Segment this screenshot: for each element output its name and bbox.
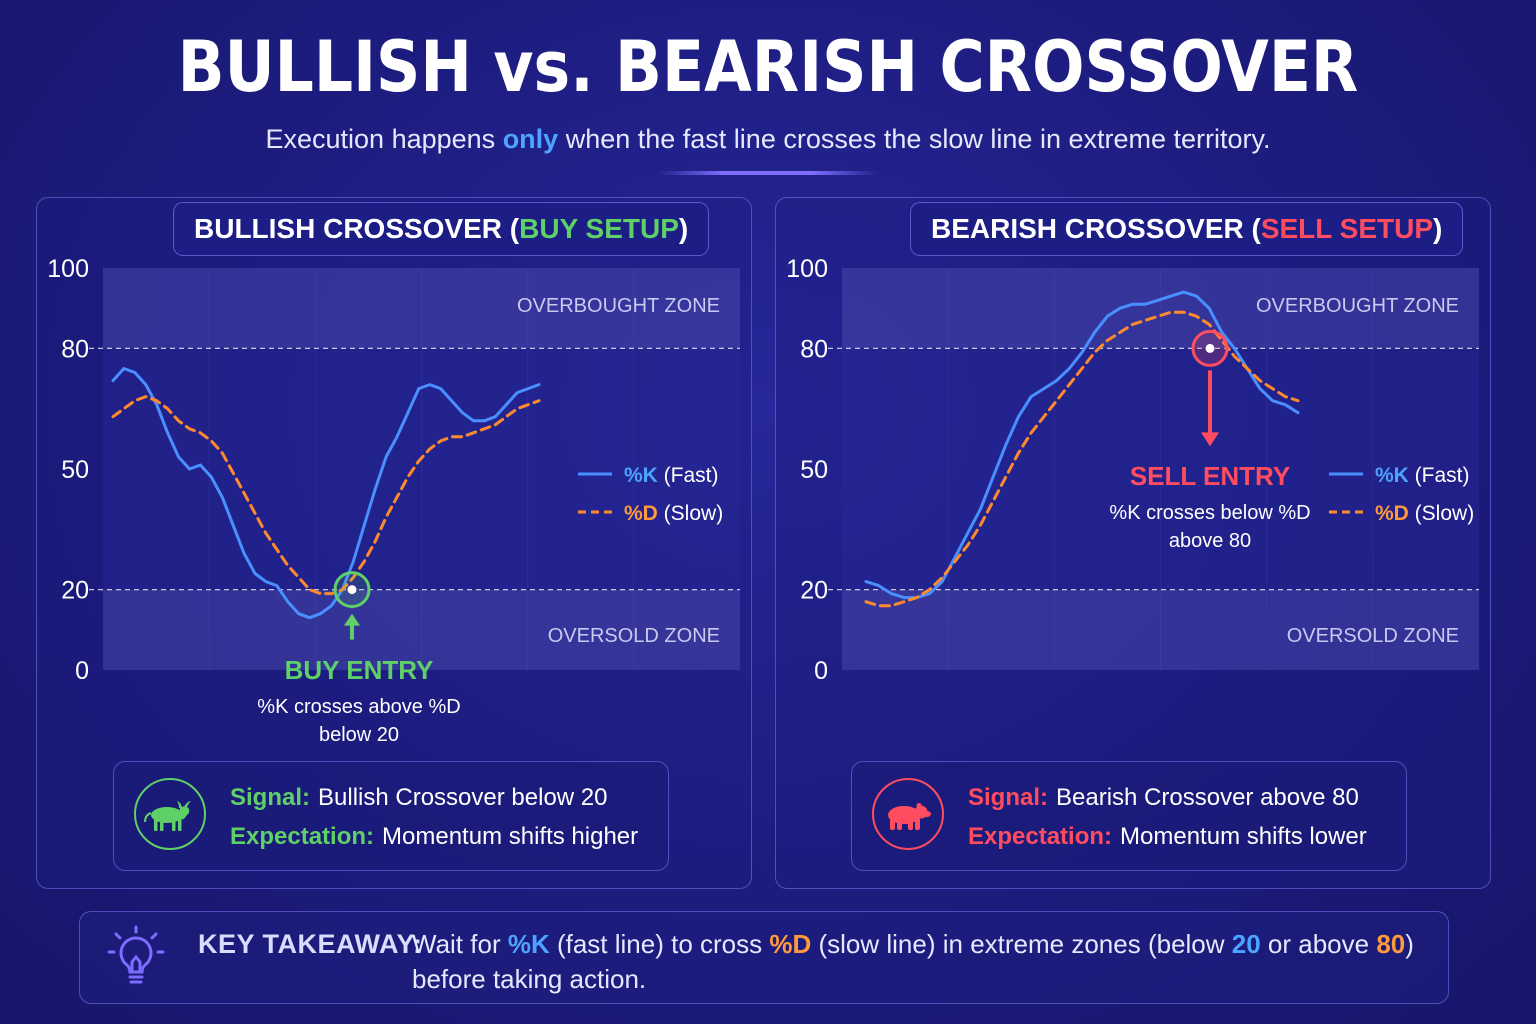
y-tick-label: 20 bbox=[61, 577, 89, 605]
takeaway-text-2: (fast line) to cross bbox=[549, 929, 770, 959]
subtitle-text-pre: Execution happens bbox=[265, 124, 503, 154]
takeaway-text: Wait for %K (fast line) to cross %D (slo… bbox=[412, 927, 1422, 997]
takeaway-80: 80 bbox=[1376, 929, 1406, 959]
entry-description-line-2: below 20 bbox=[319, 724, 399, 746]
entry-arrow-head bbox=[344, 613, 360, 626]
y-tick-label: 50 bbox=[800, 456, 828, 484]
entry-arrow-head bbox=[1201, 432, 1219, 447]
signal-value: Bullish Crossover below 20 bbox=[318, 784, 608, 811]
bearish-chart: 100 80 50 20 0 OVERBOUGHT ZONE OVERSOLD ZONE %K… bbox=[786, 255, 1479, 685]
buy-setup-label: BUY SETUP bbox=[519, 213, 679, 244]
takeaway-label: KEY TAKEAWAY: bbox=[198, 929, 423, 959]
legend-label: %K (Fast) bbox=[624, 464, 719, 487]
bearish-panel: 100 80 50 20 0 OVERBOUGHT ZONE OVERSOLD ZONE %K… bbox=[775, 197, 1491, 889]
expectation-value: Momentum shifts higher bbox=[382, 823, 639, 850]
expectation-key: Expectation: bbox=[968, 823, 1113, 850]
y-tick-label: 80 bbox=[61, 335, 89, 363]
overbought-zone-label: OVERBOUGHT ZONE bbox=[517, 295, 720, 317]
crossover-point bbox=[347, 585, 357, 595]
bullish-panel-title: BULLISH CROSSOVER (BUY SETUP) bbox=[173, 202, 710, 256]
oversold-zone bbox=[842, 589, 1479, 670]
takeaway-k: %K bbox=[507, 929, 550, 959]
entry-label: BUY ENTRY bbox=[285, 655, 434, 685]
y-tick-label: 50 bbox=[61, 456, 89, 484]
oversold-zone-label: OVERSOLD ZONE bbox=[1287, 625, 1459, 647]
crossover-point bbox=[1205, 343, 1215, 353]
legend-label: %D (Slow) bbox=[1375, 502, 1474, 525]
legend-label: %K (Fast) bbox=[1375, 464, 1470, 487]
bearish-expectation-row: Expectation: Momentum shifts lower bbox=[968, 823, 1367, 851]
legend-label: %D (Slow) bbox=[624, 502, 723, 525]
bearish-panel-title: BEARISH CROSSOVER (SELL SETUP) bbox=[910, 202, 1464, 256]
takeaway-text-1: Wait for bbox=[412, 929, 508, 959]
y-tick-label: 20 bbox=[800, 577, 828, 605]
bullish-chart: 100 80 50 20 0 OVERBOUGHT ZONE OVERSOLD ZONE %K… bbox=[47, 255, 740, 746]
bullish-title-text: BULLISH CROSSOVER ( bbox=[194, 213, 520, 244]
subtitle-text-post: when the fast line crosses the slow line… bbox=[558, 124, 1271, 154]
plot-area bbox=[103, 268, 740, 670]
overbought-zone-label: OVERBOUGHT ZONE bbox=[1256, 295, 1459, 317]
takeaway-text-5: ) before taking action. bbox=[412, 929, 1414, 994]
page-title: BULLISH vs. BEARISH CROSSOVER bbox=[177, 26, 1359, 108]
y-tick-label: 100 bbox=[786, 255, 828, 283]
bearish-title-text: BEARISH CROSSOVER ( bbox=[931, 213, 1261, 244]
bullish-info-box: Signal: Bullish Crossover below 20 Expect… bbox=[113, 761, 669, 871]
k-fast-series-line bbox=[111, 367, 541, 620]
takeaway-d: %D bbox=[769, 929, 812, 959]
oversold-zone bbox=[103, 589, 740, 670]
takeaway-text-3: (slow line) in extreme zones (below bbox=[811, 929, 1232, 959]
expectation-value: Momentum shifts lower bbox=[1120, 823, 1367, 850]
plot-area bbox=[842, 268, 1479, 670]
y-tick-label: 0 bbox=[75, 657, 89, 685]
entry-description-line-1: %K crosses below %D bbox=[1109, 502, 1310, 524]
bullish-panel: 100 80 50 20 0 OVERBOUGHT ZONE OVERSOLD ZONE %K… bbox=[36, 197, 752, 889]
entry-description-line-2: above 80 bbox=[1169, 530, 1251, 552]
bullish-title-close: ) bbox=[678, 213, 689, 244]
overbought-zone bbox=[842, 268, 1479, 349]
bear-icon bbox=[872, 778, 944, 850]
bearish-info-box: Signal: Bearish Crossover above 80 Expect… bbox=[851, 761, 1407, 871]
bearish-signal-row: Signal: Bearish Crossover above 80 bbox=[968, 784, 1359, 812]
oversold-zone-label: OVERSOLD ZONE bbox=[548, 625, 720, 647]
entry-label: SELL ENTRY bbox=[1130, 461, 1290, 491]
bullish-signal-row: Signal: Bullish Crossover below 20 bbox=[230, 784, 607, 812]
y-tick-label: 100 bbox=[47, 255, 89, 283]
takeaway-text-4: or above bbox=[1260, 929, 1377, 959]
takeaway-20: 20 bbox=[1231, 929, 1261, 959]
k-fast-series-line bbox=[864, 290, 1300, 600]
d-slow-series-line bbox=[111, 395, 541, 596]
signal-value: Bearish Crossover above 80 bbox=[1056, 784, 1359, 811]
signal-key: Signal: bbox=[230, 784, 311, 811]
lightbulb-icon bbox=[104, 924, 168, 990]
sell-setup-label: SELL SETUP bbox=[1260, 213, 1434, 244]
entry-description-line-1: %K crosses above %D bbox=[257, 696, 460, 718]
bearish-title-close: ) bbox=[1433, 213, 1443, 244]
signal-key: Signal: bbox=[968, 784, 1049, 811]
overbought-zone bbox=[103, 268, 740, 349]
expectation-key: Expectation: bbox=[230, 823, 375, 850]
subtitle-highlight: only bbox=[502, 124, 559, 154]
title-divider bbox=[658, 171, 878, 175]
y-tick-label: 80 bbox=[800, 335, 828, 363]
y-tick-label: 0 bbox=[814, 657, 828, 685]
bull-icon bbox=[134, 778, 206, 850]
page-subtitle: Execution happens only when the fast lin… bbox=[0, 124, 1536, 155]
bullish-expectation-row: Expectation: Momentum shifts higher bbox=[230, 823, 638, 851]
key-takeaway-box: KEY TAKEAWAY: Wait for %K (fast line) to… bbox=[79, 911, 1449, 1004]
